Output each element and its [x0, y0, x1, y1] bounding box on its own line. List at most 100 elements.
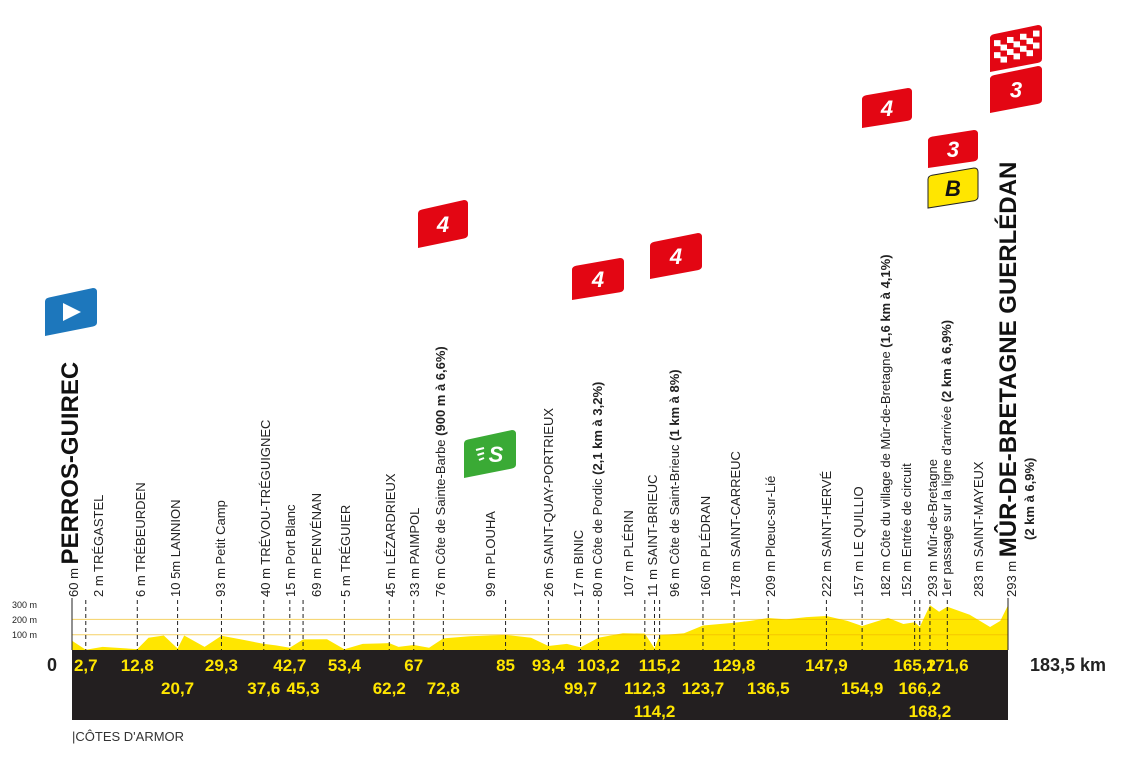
- place-label: 5 m TRÉGUIER: [338, 505, 353, 597]
- place-label: 160 m PLÉDRAN: [698, 496, 713, 597]
- km-marker-label: 85: [496, 656, 515, 675]
- place-label: 26 m SAINT-QUAY-PORTRIEUX: [541, 408, 556, 597]
- place-altitude-name: 11 m SAINT-BRIEUC: [645, 474, 660, 597]
- km-marker-label: 129,8: [713, 656, 756, 675]
- kom-4-icon: 4: [572, 258, 624, 300]
- climb-detail: (1 km à 8%): [667, 369, 682, 441]
- km-marker-label: 42,7: [273, 656, 306, 675]
- start-flag-icon: [45, 288, 97, 336]
- place-label: 107 m PLÉRIN: [621, 510, 636, 597]
- finish-flag-icon: [990, 25, 1042, 72]
- town-name: PERROS-GUIREC: [57, 362, 84, 565]
- place-label: 6 m TRÉBEURDEN: [133, 482, 148, 597]
- place-altitude-name: 80 m Côte de Pordic: [590, 475, 605, 597]
- place-altitude-name: 45 m LÉZARDRIEUX: [383, 473, 398, 597]
- elevation-profile: [72, 605, 1008, 650]
- place-label: 178 m SAINT-CARREUC: [728, 451, 743, 597]
- km-marker-label: 165,2: [893, 656, 936, 675]
- climb-detail: (2 km à 6,9%): [939, 320, 954, 402]
- place-altitude-name: 15 m Port Blanc: [283, 504, 298, 597]
- marker-label: 3: [947, 137, 959, 162]
- marker-label: 4: [669, 244, 682, 269]
- place-label: 11 m SAINT-BRIEUC: [645, 474, 660, 597]
- place-altitude-name: 222 m SAINT-HERVÉ: [819, 470, 834, 597]
- km-marker-label: 154,9: [841, 679, 884, 698]
- y-tick-label: 200 m: [12, 615, 37, 625]
- km-marker-label: 112,3: [624, 679, 666, 698]
- place-altitude-name: 93 m Petit Camp: [213, 500, 228, 597]
- place-label: 96 m Côte de Saint-Brieuc (1 km à 8%): [667, 369, 682, 597]
- place-label: 76 m Côte de Sainte-Barbe (900 m à 6,6%): [433, 346, 448, 597]
- place-altitude-name: 160 m PLÉDRAN: [698, 496, 713, 597]
- place-label: 10 5m LANNION: [168, 499, 183, 597]
- place-label: 80 m Côte de Pordic (2,1 km à 3,2%): [590, 382, 605, 597]
- town-name: MÛR-DE-BRETAGNE GUERLÉDAN: [994, 162, 1022, 558]
- place-altitude-name: 33 m PAIMPOL: [407, 508, 422, 597]
- km-marker-label: 123,7: [682, 679, 725, 698]
- place-altitude-name: 293 m: [1004, 557, 1019, 597]
- place-altitude-name: 1er passage sur la ligne d'arrivée: [939, 402, 954, 597]
- kom-4-icon: 4: [418, 200, 468, 248]
- marker-label: 4: [436, 212, 449, 237]
- km-marker-label: 147,9: [805, 656, 848, 675]
- place-label: 222 m SAINT-HERVÉ: [819, 470, 834, 597]
- place-label: 99 m PLOUHA: [483, 511, 498, 597]
- y-tick-label: 300 m: [12, 600, 37, 610]
- km-marker-label: 2,7: [74, 656, 98, 675]
- km-marker-label: 29,3: [205, 656, 238, 675]
- place-altitude-name: 5 m TRÉGUIER: [338, 505, 353, 597]
- climb-detail: (900 m à 6,6%): [433, 346, 448, 436]
- place-altitude-name: 99 m PLOUHA: [483, 511, 498, 597]
- x-end-label: 183,5 km: [1030, 655, 1106, 675]
- km-marker-label: 20,7: [161, 679, 194, 698]
- km-marker-label: 171,6: [926, 656, 969, 675]
- place-altitude-name: 107 m PLÉRIN: [621, 510, 636, 597]
- place-altitude-name: 17 m BINIC: [571, 530, 586, 597]
- km-marker-label: 37,6: [247, 679, 280, 698]
- place-altitude-name: 283 m SAINT-MAYEUX: [971, 461, 986, 597]
- place-label: 293 m Mûr-de-Bretagne: [925, 459, 940, 597]
- place-altitude-name: 293 m Mûr-de-Bretagne: [925, 459, 940, 597]
- km-marker-label: 99,7: [564, 679, 597, 698]
- climb-detail: (2,1 km à 3,2%): [590, 382, 605, 475]
- place-altitude-name: 182 m Côte du village de Mûr-de-Bretagne: [878, 348, 893, 597]
- place-altitude-name: 69 m PENVÉNAN: [309, 493, 324, 597]
- marker-label: B: [945, 176, 961, 201]
- place-label: 69 m PENVÉNAN: [309, 493, 324, 597]
- km-marker-label: 45,3: [287, 679, 320, 698]
- place-label: 15 m Port Blanc: [283, 504, 298, 597]
- marker-label: 4: [880, 96, 893, 121]
- x-start-label: 0: [47, 655, 57, 675]
- km-marker-label: 53,4: [328, 656, 362, 675]
- place-altitude-name: 157 m LE QUILLIO: [851, 486, 866, 597]
- place-label: 33 m PAIMPOL: [407, 508, 422, 597]
- place-altitude-name: 209 m Plœuc-sur-Lié: [763, 476, 778, 597]
- marker-label: S: [489, 442, 504, 467]
- place-altitude-name: 26 m SAINT-QUAY-PORTRIEUX: [541, 408, 556, 597]
- place-label: 2 m TRÉGASTEL: [91, 495, 106, 597]
- climb-detail: (1,6 km à 4,1%): [878, 254, 893, 347]
- kom-3-icon: 3: [990, 66, 1042, 113]
- place-altitude-name: 60 m: [66, 564, 81, 597]
- place-altitude-name: 10 5m LANNION: [168, 499, 183, 597]
- y-tick-label: 100 m: [12, 630, 37, 640]
- place-altitude-name: 76 m Côte de Sainte-Barbe: [433, 436, 448, 597]
- km-marker-label: 62,2: [373, 679, 406, 698]
- km-marker-label: 12,8: [121, 656, 154, 675]
- km-marker-label: 168,2: [909, 702, 952, 721]
- kom-4-icon: 4: [862, 88, 912, 128]
- place-label: 157 m LE QUILLIO: [851, 486, 866, 597]
- place-label: 293 m MÛR-DE-BRETAGNE GUERLÉDAN: [994, 162, 1022, 597]
- place-altitude-name: 6 m TRÉBEURDEN: [133, 482, 148, 597]
- marker-label: 4: [591, 267, 604, 292]
- region-label: |CÔTES D'ARMOR: [72, 729, 184, 744]
- sprint-icon: S: [464, 430, 516, 478]
- km-marker-label: 115,2: [639, 656, 681, 675]
- place-label: 1er passage sur la ligne d'arrivée (2 km…: [939, 320, 954, 597]
- place-label: 60 m PERROS-GUIREC: [57, 362, 84, 597]
- bonus-icon: B: [927, 167, 979, 209]
- place-label: 152 m Entrée de circuit: [899, 463, 914, 597]
- place-altitude-name: 40 m TRÉVOU-TRÉGUIGNEC: [258, 420, 273, 597]
- place-altitude-name: 152 m Entrée de circuit: [899, 463, 914, 597]
